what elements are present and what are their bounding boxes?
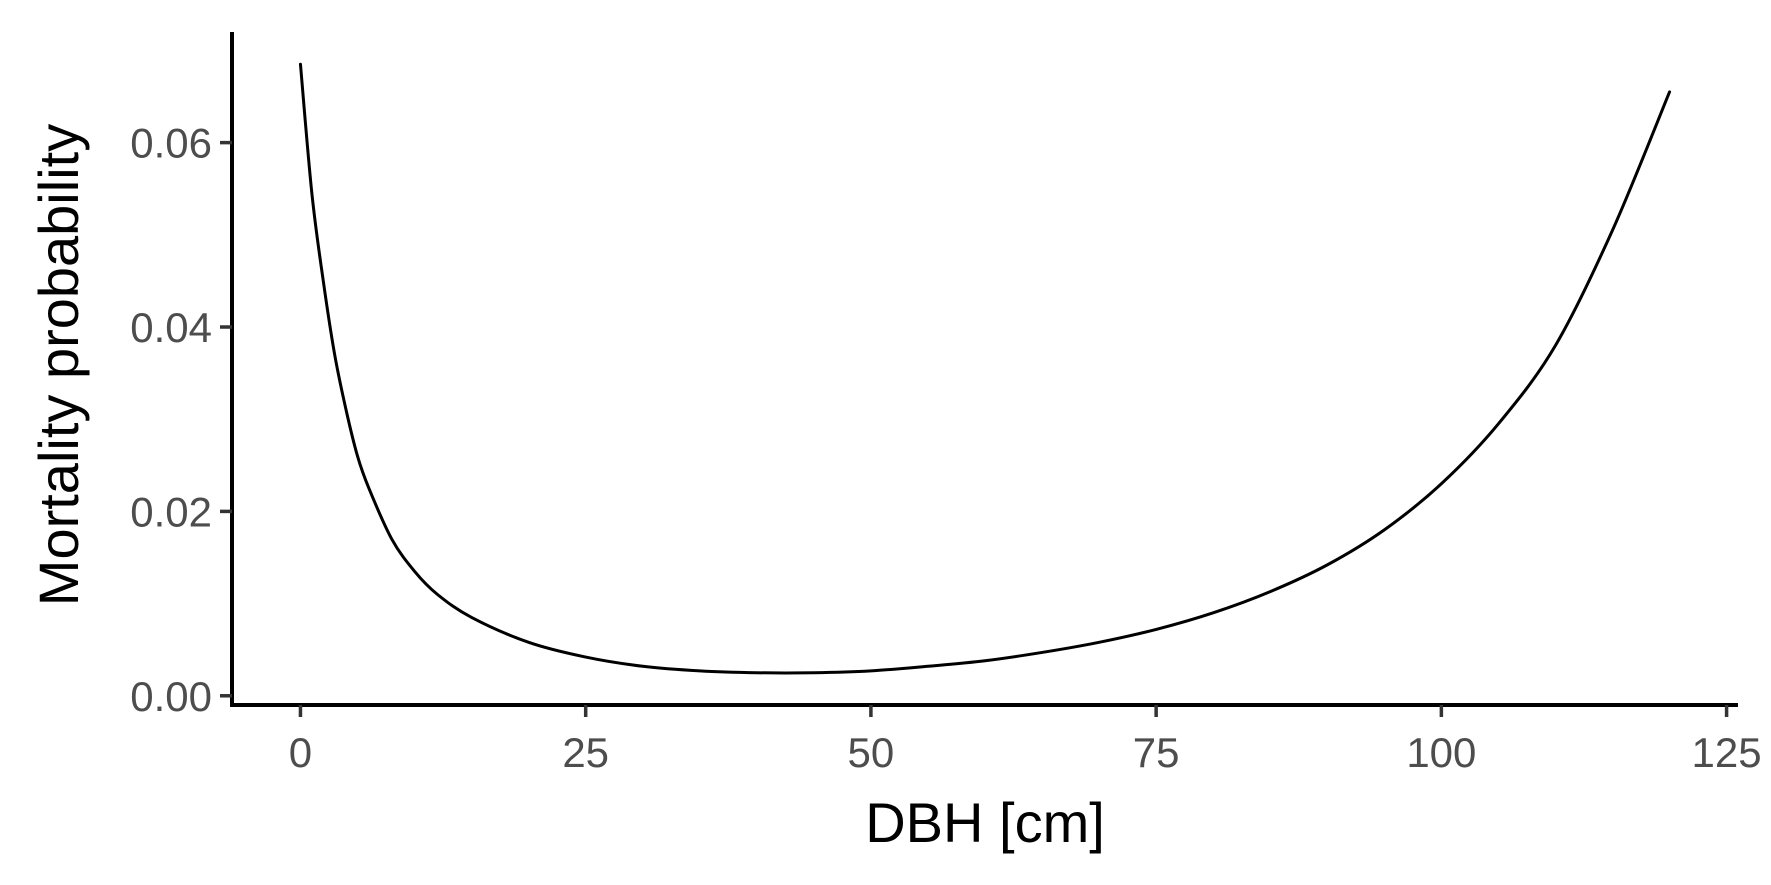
- x-tick-label: 50: [848, 729, 895, 776]
- y-tick-label: 0.04: [130, 304, 212, 351]
- mortality-curve: [298, 62, 1672, 675]
- y-tick-label: 0.06: [130, 120, 212, 167]
- y-axis-title: Mortality probability: [27, 124, 90, 606]
- x-axis-title: DBH [cm]: [865, 791, 1105, 854]
- x-tick-label: 0: [289, 729, 312, 776]
- y-axis-ticks: 0.00 0.02 0.04 0.06: [130, 120, 232, 720]
- x-tick-label: 125: [1692, 729, 1762, 776]
- x-tick-label: 75: [1133, 729, 1180, 776]
- y-tick-label: 0.02: [130, 488, 212, 535]
- x-axis-ticks: 0 25 50 75 100 125: [289, 705, 1762, 776]
- x-tick-label: 100: [1406, 729, 1476, 776]
- plot-area: 0.00 0.02 0.04 0.06 0 25 50 75 100 125: [130, 32, 1762, 776]
- x-tick-label: 25: [562, 729, 609, 776]
- y-tick-label: 0.00: [130, 673, 212, 720]
